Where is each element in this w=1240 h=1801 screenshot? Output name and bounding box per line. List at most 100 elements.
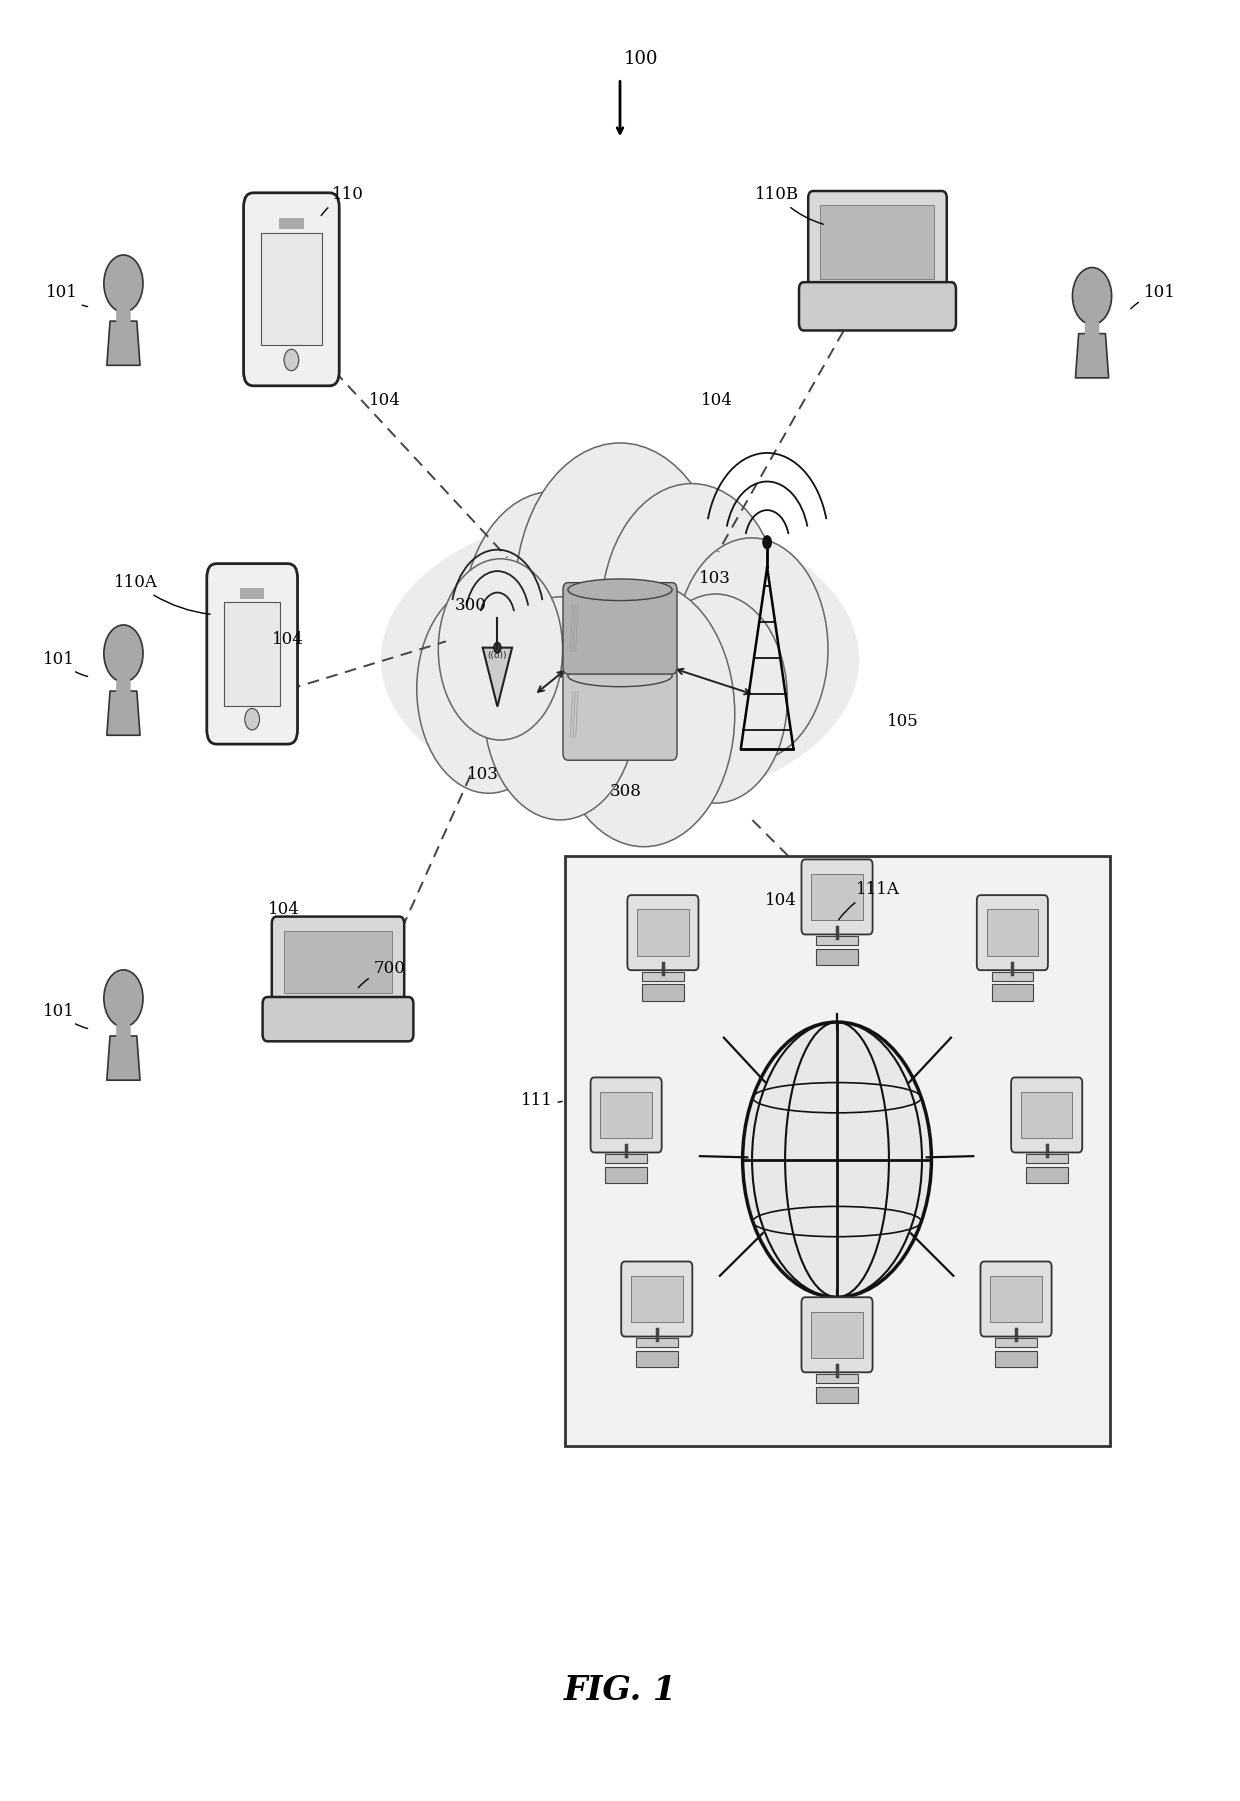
Ellipse shape <box>381 511 859 807</box>
Bar <box>636 1351 677 1367</box>
Ellipse shape <box>568 578 672 600</box>
Text: FIG. 1: FIG. 1 <box>563 1673 677 1707</box>
Text: 100: 100 <box>624 50 658 68</box>
FancyBboxPatch shape <box>1085 321 1100 337</box>
Text: 110: 110 <box>321 186 363 216</box>
FancyBboxPatch shape <box>563 668 677 760</box>
Circle shape <box>284 349 299 371</box>
Circle shape <box>1073 268 1111 324</box>
Circle shape <box>743 1021 931 1297</box>
FancyBboxPatch shape <box>590 1077 662 1153</box>
Text: 101: 101 <box>1131 285 1176 308</box>
FancyBboxPatch shape <box>981 1261 1052 1336</box>
Bar <box>996 1338 1037 1347</box>
Circle shape <box>494 643 501 654</box>
Text: 111A: 111A <box>838 881 899 920</box>
Circle shape <box>463 492 644 756</box>
Bar <box>816 949 858 965</box>
Text: 101: 101 <box>42 1003 88 1028</box>
Circle shape <box>417 584 560 792</box>
Circle shape <box>104 256 143 312</box>
Bar <box>260 234 322 346</box>
Bar <box>642 985 683 1001</box>
Text: 104: 104 <box>701 391 733 409</box>
Bar <box>239 587 264 598</box>
Bar <box>821 205 935 279</box>
Bar <box>1025 1167 1068 1183</box>
Bar <box>605 1154 647 1163</box>
Bar <box>600 1091 652 1138</box>
FancyBboxPatch shape <box>627 895 698 971</box>
Polygon shape <box>482 648 512 706</box>
Bar <box>637 910 688 956</box>
Circle shape <box>438 558 563 740</box>
Text: 111: 111 <box>521 1091 562 1109</box>
FancyBboxPatch shape <box>1011 1077 1083 1153</box>
FancyBboxPatch shape <box>801 859 873 935</box>
FancyBboxPatch shape <box>117 679 130 695</box>
FancyBboxPatch shape <box>272 917 404 1012</box>
Bar <box>1025 1154 1068 1163</box>
Bar <box>992 985 1033 1001</box>
FancyBboxPatch shape <box>263 998 413 1041</box>
FancyBboxPatch shape <box>977 895 1048 971</box>
Text: 104: 104 <box>268 900 300 919</box>
Circle shape <box>104 971 143 1027</box>
FancyBboxPatch shape <box>808 191 947 297</box>
FancyBboxPatch shape <box>621 1261 692 1336</box>
Text: 300: 300 <box>455 598 486 614</box>
Circle shape <box>484 596 636 819</box>
FancyBboxPatch shape <box>207 564 298 744</box>
Text: ((o)): ((o)) <box>487 652 507 661</box>
Bar <box>991 1275 1042 1322</box>
Text: 104: 104 <box>368 391 401 409</box>
Text: 103: 103 <box>466 767 498 783</box>
Circle shape <box>763 535 773 549</box>
Bar <box>1021 1091 1073 1138</box>
Bar <box>636 1338 677 1347</box>
Bar <box>565 855 1111 1446</box>
Bar <box>816 1387 858 1403</box>
FancyBboxPatch shape <box>243 193 340 385</box>
Circle shape <box>644 594 787 803</box>
Circle shape <box>104 625 143 683</box>
Bar <box>992 973 1033 982</box>
FancyBboxPatch shape <box>117 308 130 324</box>
Polygon shape <box>107 321 140 366</box>
Text: 308: 308 <box>610 783 642 800</box>
Bar <box>279 218 304 229</box>
Text: 104: 104 <box>765 891 796 910</box>
Ellipse shape <box>568 665 672 686</box>
Bar <box>996 1351 1037 1367</box>
Text: 110A: 110A <box>114 575 210 614</box>
Text: 103: 103 <box>698 571 730 587</box>
Bar <box>642 973 683 982</box>
Text: 104: 104 <box>272 630 304 648</box>
Bar <box>811 1311 863 1358</box>
Text: 101: 101 <box>46 285 88 306</box>
Bar <box>987 910 1038 956</box>
Bar <box>224 602 280 706</box>
Text: 101: 101 <box>42 650 88 677</box>
Text: 700: 700 <box>358 960 405 987</box>
Circle shape <box>244 708 259 729</box>
FancyBboxPatch shape <box>117 1023 130 1039</box>
Bar <box>284 931 392 994</box>
Bar <box>816 937 858 946</box>
Text: 105: 105 <box>888 713 919 729</box>
Bar <box>811 873 863 920</box>
Circle shape <box>515 443 725 749</box>
Bar <box>605 1167 647 1183</box>
Circle shape <box>675 538 828 762</box>
FancyBboxPatch shape <box>799 283 956 330</box>
Polygon shape <box>107 692 140 735</box>
FancyBboxPatch shape <box>563 584 677 674</box>
Text: 110B: 110B <box>755 186 823 223</box>
Circle shape <box>553 582 735 846</box>
Bar <box>631 1275 682 1322</box>
FancyBboxPatch shape <box>801 1297 873 1372</box>
Bar <box>816 1374 858 1383</box>
Circle shape <box>601 483 782 749</box>
Polygon shape <box>1075 333 1109 378</box>
Polygon shape <box>107 1036 140 1081</box>
